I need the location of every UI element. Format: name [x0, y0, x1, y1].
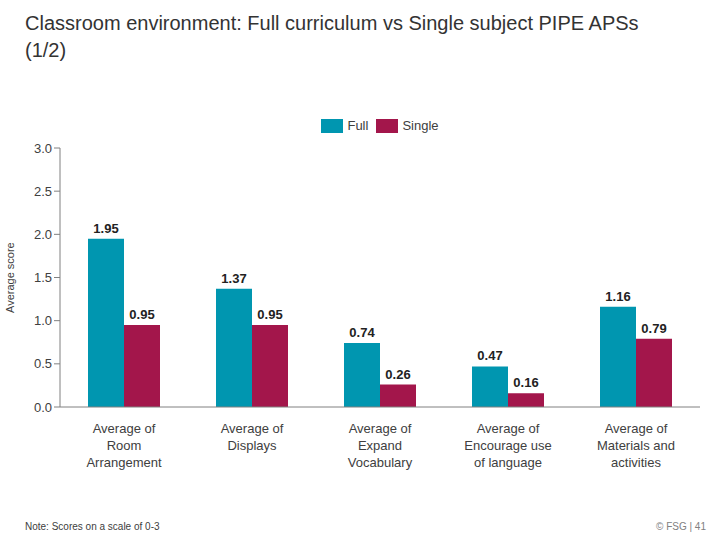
- svg-text:1.16: 1.16: [605, 289, 630, 304]
- svg-text:1.0: 1.0: [34, 313, 52, 328]
- svg-text:0.95: 0.95: [129, 307, 154, 322]
- svg-text:0.5: 0.5: [34, 356, 52, 371]
- svg-text:0.74: 0.74: [349, 325, 375, 340]
- svg-text:0.95: 0.95: [257, 307, 282, 322]
- html-text:Classroom environment: Full cu: Classroom environment: Full curriculum v…: [25, 12, 639, 61]
- svg-text:Average ofMaterials andactivit: Average ofMaterials andactivities: [597, 421, 675, 470]
- svg-text:Average ofExpandVocabulary: Average ofExpandVocabulary: [348, 421, 413, 470]
- html-text:Single: Single: [402, 118, 439, 133]
- svg-text:0.79: 0.79: [641, 321, 666, 336]
- svg-text:Average ofDisplays: Average ofDisplays: [221, 421, 284, 453]
- svg-text:Average ofRoomArrangement: Average ofRoomArrangement: [86, 421, 162, 470]
- svg-text:0.0: 0.0: [34, 400, 52, 415]
- svg-text:0.16: 0.16: [513, 375, 538, 390]
- html-text:© FSG | 41: © FSG | 41: [656, 521, 706, 532]
- svg-text:2.5: 2.5: [34, 184, 52, 199]
- svg-text:0.47: 0.47: [477, 348, 502, 363]
- svg-text:Average ofEncourage useof lang: Average ofEncourage useof language: [464, 421, 551, 470]
- svg-text:1.95: 1.95: [93, 221, 118, 236]
- html-text:Note: Scores on a scale of 0-3: Note: Scores on a scale of 0-3: [25, 521, 160, 532]
- html-text:Full: Full: [347, 118, 369, 133]
- svg-text:1.5: 1.5: [34, 270, 52, 285]
- svg-text:0.26: 0.26: [385, 367, 410, 382]
- svg-text:1.37: 1.37: [221, 271, 246, 286]
- svg-text:2.0: 2.0: [34, 227, 52, 242]
- html-text:Average score: Average score: [4, 242, 16, 313]
- svg-text:3.0: 3.0: [34, 141, 52, 156]
